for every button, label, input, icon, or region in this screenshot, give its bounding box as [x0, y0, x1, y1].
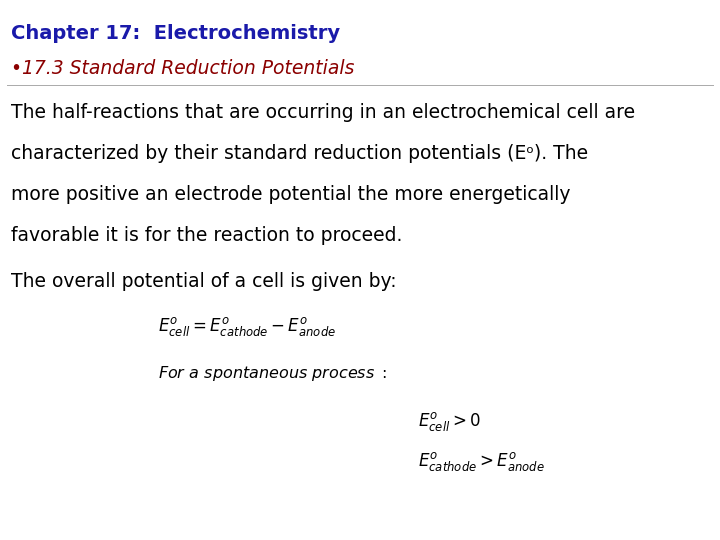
Text: $\mathit{E}^{o}_{cathode} > \mathit{E}^{o}_{anode}$: $\mathit{E}^{o}_{cathode} > \mathit{E}^{… — [418, 450, 544, 474]
Text: $\mathit{For\ a\ spontaneous\ process\ :}$: $\mathit{For\ a\ spontaneous\ process\ :… — [158, 364, 388, 383]
Text: $\mathit{E}^{o}_{cell} = \mathit{E}^{o}_{cathode} - \mathit{E}^{o}_{anode}$: $\mathit{E}^{o}_{cell} = \mathit{E}^{o}_… — [158, 315, 336, 339]
Text: Chapter 17:  Electrochemistry: Chapter 17: Electrochemistry — [11, 24, 340, 43]
Text: The half-reactions that are occurring in an electrochemical cell are: The half-reactions that are occurring in… — [11, 103, 635, 122]
Text: $\mathit{E}^{o}_{cell} > 0$: $\mathit{E}^{o}_{cell} > 0$ — [418, 410, 480, 433]
Text: more positive an electrode potential the more energetically: more positive an electrode potential the… — [11, 185, 570, 204]
Text: The overall potential of a cell is given by:: The overall potential of a cell is given… — [11, 272, 397, 291]
Text: •17.3 Standard Reduction Potentials: •17.3 Standard Reduction Potentials — [11, 59, 354, 78]
Text: favorable it is for the reaction to proceed.: favorable it is for the reaction to proc… — [11, 226, 402, 245]
Text: characterized by their standard reduction potentials (Eᵒ). The: characterized by their standard reductio… — [11, 144, 588, 163]
